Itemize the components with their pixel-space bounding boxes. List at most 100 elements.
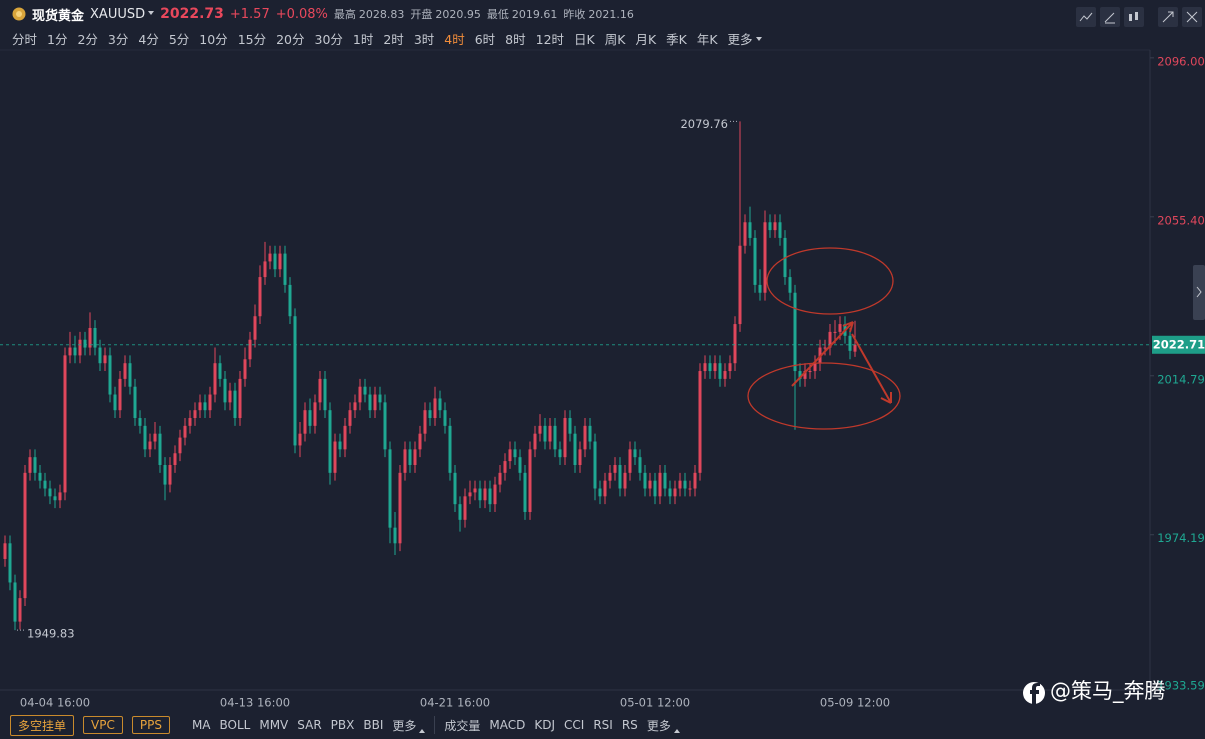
order-button[interactable]: VPC — [83, 716, 123, 734]
body — [213, 363, 217, 395]
change-pct: +0.08% — [275, 6, 328, 22]
more-button[interactable]: 更多 — [647, 717, 680, 734]
indicator[interactable]: MA — [191, 718, 211, 732]
body — [218, 363, 222, 379]
x-tick-label: 04-13 16:00 — [220, 696, 290, 710]
tool-button[interactable] — [1124, 7, 1144, 27]
order-button[interactable]: 多空挂单 — [10, 714, 75, 736]
body — [828, 331, 832, 348]
period[interactable]: 12时 — [535, 31, 565, 47]
indicator[interactable]: 成交量 — [444, 718, 481, 733]
period[interactable]: 15分 — [237, 31, 267, 47]
indicator[interactable]: KDJ — [534, 718, 556, 732]
period[interactable]: 分时 — [12, 31, 38, 47]
tool-button[interactable] — [1158, 7, 1178, 27]
body — [433, 398, 437, 419]
period[interactable]: 1时 — [352, 31, 374, 47]
period[interactable]: 8时 — [505, 31, 526, 47]
x-tick-label: 04-21 16:00 — [420, 696, 490, 710]
body — [623, 472, 627, 489]
body — [68, 347, 72, 356]
indicator[interactable]: PBX — [330, 718, 355, 732]
body — [808, 371, 812, 373]
period[interactable]: 5分 — [168, 31, 190, 47]
indicator[interactable]: RS — [621, 718, 638, 732]
indicator[interactable]: CCI — [564, 718, 585, 732]
body — [248, 339, 252, 360]
period[interactable]: 3分 — [107, 31, 129, 47]
body — [43, 480, 47, 489]
tool-button[interactable] — [1076, 7, 1096, 27]
period[interactable]: 20分 — [276, 31, 305, 47]
period[interactable]: 年K — [696, 31, 718, 47]
y-tick-label: 2014.79 — [1157, 372, 1205, 386]
body — [238, 378, 242, 419]
body — [383, 402, 387, 450]
indicator[interactable]: BBI — [363, 718, 384, 732]
body — [578, 449, 582, 466]
body — [353, 402, 357, 411]
body — [598, 488, 602, 497]
period[interactable]: 季K — [666, 31, 687, 47]
y-tick-label: 2055.40 — [1157, 213, 1205, 227]
body — [133, 386, 137, 419]
body — [303, 410, 307, 434]
indicator[interactable]: SAR — [297, 718, 322, 732]
period[interactable]: 月K — [635, 31, 657, 47]
body — [98, 347, 102, 364]
body — [463, 496, 467, 520]
high: 2028.83 — [358, 7, 405, 21]
body — [173, 453, 177, 466]
body — [188, 418, 192, 426]
body — [233, 390, 237, 419]
period[interactable]: 30分 — [314, 31, 343, 47]
body — [58, 492, 62, 501]
body — [283, 253, 287, 285]
period[interactable]: 4分 — [138, 31, 159, 47]
body — [438, 398, 442, 411]
body — [18, 598, 22, 622]
more-button[interactable]: 更多 — [392, 717, 425, 734]
body — [163, 465, 167, 485]
body — [538, 425, 542, 434]
tool-button[interactable] — [1100, 7, 1120, 27]
more-button[interactable]: 更多 — [728, 29, 762, 48]
period[interactable]: 4时 — [444, 31, 465, 47]
x-tick-label: 04-04 16:00 — [20, 696, 90, 710]
period[interactable]: 2分 — [77, 31, 98, 47]
coin-icon — [12, 7, 26, 21]
body — [128, 363, 132, 387]
body — [478, 488, 482, 501]
indicator[interactable]: MACD — [489, 718, 526, 732]
period[interactable]: 日K — [574, 31, 595, 47]
period[interactable]: 6时 — [474, 31, 496, 47]
period[interactable]: 2时 — [383, 31, 404, 47]
body — [23, 472, 27, 599]
period[interactable]: 1分 — [47, 31, 68, 47]
symbol[interactable]: XAUUSD — [90, 7, 154, 22]
body — [288, 284, 292, 317]
close-button[interactable] — [1182, 7, 1202, 27]
indicator[interactable]: MMV — [259, 718, 289, 732]
body — [618, 465, 622, 489]
period[interactable]: 10分 — [199, 31, 228, 47]
body — [53, 496, 57, 501]
body — [93, 327, 97, 348]
body — [368, 394, 372, 411]
body — [243, 359, 247, 379]
period[interactable]: 周K — [604, 31, 626, 47]
body — [508, 449, 512, 462]
body — [763, 222, 767, 293]
body — [723, 371, 727, 379]
side-tab[interactable] — [1193, 265, 1205, 320]
indicator[interactable]: RSI — [593, 718, 613, 732]
body — [628, 449, 632, 473]
high-annotation: 2079.76 — [680, 117, 728, 131]
order-button[interactable]: PPS — [131, 716, 170, 734]
body — [553, 425, 557, 450]
body — [493, 484, 497, 505]
period[interactable]: 3时 — [413, 31, 435, 47]
body — [3, 543, 7, 559]
indicator[interactable]: BOLL — [219, 718, 251, 732]
body — [678, 480, 682, 489]
